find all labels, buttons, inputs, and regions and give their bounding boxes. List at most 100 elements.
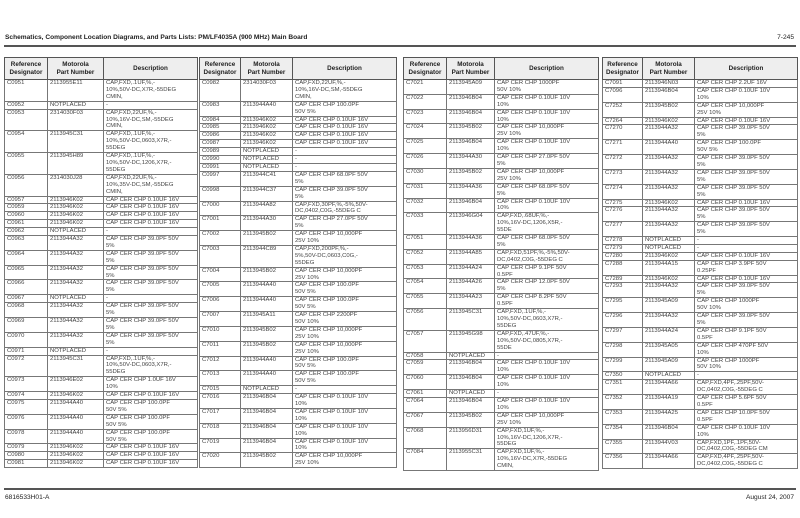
reference-designator: C7058 xyxy=(403,351,447,361)
header-rule xyxy=(4,45,796,47)
description: CAP CER CHP 1.0UF 16V 10% xyxy=(103,376,198,393)
description: - xyxy=(292,147,397,157)
description: CAP,FXD,.1UF,%,- 10%,50V-DC,0603,X7R,- 5… xyxy=(103,130,198,154)
table-row: C7277 2113944A32 CAP CER CHP 39.0PF 50V 5% xyxy=(602,221,798,238)
description: CAP CER CHP 0.10UF 16V xyxy=(103,211,198,221)
table-row: C7002 2113945B02 CAP CER CHP 10,000PF 25V … xyxy=(199,230,397,246)
part-number: 2113944A40 xyxy=(47,428,104,445)
column-header-description: Description xyxy=(292,57,397,80)
table-row: C0976 2113944A40 CAP CER CHP 100.0PF 50V 5… xyxy=(4,413,198,430)
description: - xyxy=(494,389,599,398)
part-number: 2113944A25 xyxy=(642,408,695,425)
reference-designator: C7061 xyxy=(403,389,447,398)
reference-designator: C0982 xyxy=(199,79,241,102)
description: - xyxy=(292,155,397,164)
part-number: 2113944C37 xyxy=(240,185,293,202)
part-number: NOTPLACED xyxy=(642,236,695,245)
table-row: C7271 2113944A40 CAP CER CHP 100.0PF 50V 5… xyxy=(602,139,798,156)
part-number: 2113946K02 xyxy=(642,198,695,208)
table-row: C0954 2113945C31 CAP,FXD,.1UF,%,- 10%,50V-… xyxy=(4,130,198,154)
table-row: C0969 2113944A32 CAP CER CHP 39.0PF 50V 5% xyxy=(4,317,198,333)
part-number: 2314030F03 xyxy=(47,108,104,132)
reference-designator: C0963 xyxy=(4,235,48,251)
description: - xyxy=(292,162,397,172)
footer-rule xyxy=(4,488,796,490)
description: CAP CER CHP 39.0PF 50V 5% xyxy=(292,185,397,202)
description: CAP CER CHP 100.0PF 50V 5% xyxy=(103,398,198,415)
part-number: 2113946K02 xyxy=(240,131,293,141)
part-number: 2113946K02 xyxy=(642,116,695,126)
column-header-reference: Reference Designator xyxy=(4,57,48,80)
part-number: NOTPLACED xyxy=(47,346,104,356)
table-row: C0997 2113944C41 CAP CER CHP 68.0PF 50V 5% xyxy=(199,170,397,187)
table-row: C0966 2113944A32 CAP CER CHP 39.0PF 50V 5% xyxy=(4,279,198,296)
table-row: C0970 2113944A32 CAP CER CHP 39.0PF 50V 5% xyxy=(4,331,198,348)
table-row: C7001 2113944A30 CAP CER CHP 27.0PF 50V 5% xyxy=(199,215,397,232)
description: CAP CER CHP 0.10UF 10V 10% xyxy=(494,359,599,376)
description: CAP CER CHP 100.0PF 50V 5% xyxy=(103,413,198,430)
reference-designator: C0987 xyxy=(199,139,241,149)
description: - xyxy=(694,371,798,381)
reference-designator: C7274 xyxy=(602,183,643,200)
description: CAP CER CHP 0.10UF 16V xyxy=(694,251,798,261)
table-row: C7274 2113944A32 CAP CER CHP 39.0PF 50V 5% xyxy=(602,183,798,200)
part-number: 2113946B04 xyxy=(642,86,695,103)
part-number: 2113944A40 xyxy=(240,281,293,298)
part-number: 2113945B02 xyxy=(446,123,495,140)
part-number: 2113944A32 xyxy=(47,302,104,318)
reference-designator: C0973 xyxy=(4,376,48,393)
reference-designator: C7280 xyxy=(602,251,643,261)
reference-designator: C7059 xyxy=(403,359,447,376)
column-header-part-number: Motorola Part Number xyxy=(642,57,695,80)
part-number: 2113944V03 xyxy=(642,438,695,455)
description: CAP CER CHP 100.0PF 50V 5% xyxy=(292,370,397,387)
reference-designator: C7002 xyxy=(199,230,241,246)
table-row: C0981 2113946K02 CAP CER CHP 0.10UF 16V xyxy=(4,459,198,469)
table-row: C7252 2113945B02 CAP CER CHP 10,000PF 25V … xyxy=(602,101,798,118)
part-number: 2113956D31 xyxy=(446,426,495,450)
reference-designator: C0970 xyxy=(4,331,48,348)
part-number: 2113945B02 xyxy=(642,101,695,118)
part-number: 2113946K02 xyxy=(47,219,104,229)
table-row: C7033 2113946G04 CAP,FXD,.68UF,%,- 10%,16V… xyxy=(403,212,599,236)
description: - xyxy=(103,227,198,237)
reference-designator: C0959 xyxy=(4,203,48,213)
reference-designator: C7350 xyxy=(602,371,643,381)
description: CAP,FXD,.68UF,%,- 10%,16V-DC,1206,X5R,- … xyxy=(494,212,599,236)
table-row: C7025 2113946B04 CAP CER CHP 0.10UF 10V 10… xyxy=(403,138,599,155)
part-number: 2113944C41 xyxy=(240,170,293,187)
table-row: C7007 2113945A11 CAP CER CHP 2200PF 50V 10… xyxy=(199,311,397,327)
description: CAP CER CHP 3.9PF 50V 0.25PF xyxy=(694,259,798,276)
reference-designator: C0985 xyxy=(199,123,241,133)
reference-designator: C7289 xyxy=(602,274,643,284)
description: CAP CER CHP 39.0PF 50V 5% xyxy=(103,235,198,251)
description: CAP CER CHP 0.10UF 10V 10% xyxy=(494,374,599,391)
description: CAP CER CHP 39.0PF 50V 5% xyxy=(103,317,198,333)
part-number: 2113944A40 xyxy=(47,413,104,430)
reference-designator: C7355 xyxy=(602,438,643,455)
reference-designator: C7000 xyxy=(199,200,241,217)
table-row: C7276 2113944A32 CAP CER CHP 39.0PF 50V 5% xyxy=(602,206,798,223)
description: CAP CER CHP 5.6PF 50V 0.5PF xyxy=(694,394,798,410)
reference-designator: C7003 xyxy=(199,244,241,268)
description: CAP CER CHP 0.10UF 16V xyxy=(694,274,798,284)
part-number: 2113944A24 xyxy=(642,326,695,343)
description: CAP,FXD,22UF,%,- 10%,16V-DC,SM,-55DEG CM… xyxy=(292,79,397,102)
table-row: C7021 2113945A09 CAP CER CHP 1000PF 50V 10… xyxy=(403,79,599,95)
part-number: 2113944A32 xyxy=(47,235,104,251)
description: CAP CER CHP 100.0PF 50V 5% xyxy=(292,281,397,298)
description: CAP CER CHP 0.10UF 10V 10% xyxy=(292,407,397,424)
description: - xyxy=(103,346,198,356)
description: CAP CER CHP 0.10UF 16V xyxy=(103,459,198,469)
table-row: C0989 NOTPLACED - xyxy=(199,147,397,157)
table-row: C0967 NOTPLACED - xyxy=(4,294,198,304)
table-row: C0983 2113944A40 CAP CER CHP 100.0PF 50V 5… xyxy=(199,100,397,117)
part-number: NOTPLACED xyxy=(240,385,293,395)
part-number: 2113944A32 xyxy=(47,264,104,281)
description: CAP,FXD,1PF,.1PF,50V- DC,0402,C0G,-55DEG… xyxy=(694,438,798,455)
description: CAP,FXD,4PF,.25PF,50V- DC,0402,C0G,-55DE… xyxy=(694,379,798,396)
reference-designator: C0955 xyxy=(4,152,48,175)
table-row: C7293 2113944A32 CAP CER CHP 39.0PF 50V 5% xyxy=(602,282,798,299)
reference-designator: C7033 xyxy=(403,212,447,236)
description: CAP CER CHP 10,000PF 25V 10% xyxy=(494,167,599,184)
